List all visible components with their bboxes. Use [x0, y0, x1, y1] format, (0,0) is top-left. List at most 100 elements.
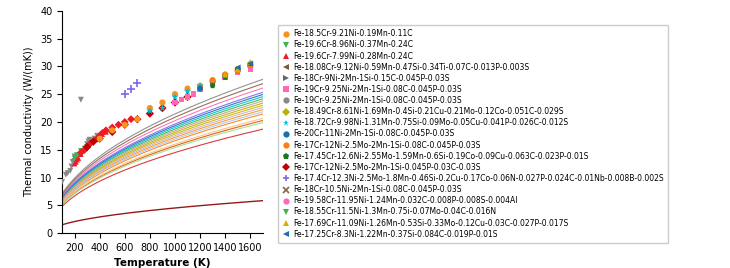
- Point: [91, 135, 103, 140]
- Point: [88, 139, 99, 144]
- Point: [94, 136, 106, 141]
- Point: [75, 152, 87, 156]
- Point: [182, 89, 193, 94]
- Point: [188, 92, 199, 96]
- Point: [219, 73, 231, 77]
- Point: [156, 106, 168, 110]
- Point: [69, 156, 80, 160]
- Point: [245, 60, 256, 64]
- Point: [194, 88, 206, 92]
- Point: [207, 78, 218, 82]
- Point: [232, 67, 244, 71]
- Point: [169, 100, 181, 105]
- Point: [72, 158, 83, 162]
- Point: [64, 169, 76, 173]
- Point: [60, 173, 72, 177]
- Point: [96, 132, 108, 136]
- Point: [119, 122, 131, 127]
- Point: [131, 117, 143, 121]
- Point: [75, 98, 87, 102]
- Point: [119, 92, 131, 96]
- Point: [245, 63, 256, 67]
- Point: [119, 122, 131, 127]
- Point: [207, 81, 218, 85]
- Point: [69, 159, 80, 163]
- Point: [131, 117, 143, 121]
- Point: [56, 180, 68, 184]
- Point: [94, 136, 106, 141]
- Point: [232, 69, 244, 73]
- Point: [245, 67, 256, 71]
- Point: [232, 67, 244, 71]
- Point: [144, 109, 155, 113]
- Point: [169, 100, 181, 105]
- Point: [62, 171, 74, 175]
- Point: [219, 75, 231, 80]
- Point: [72, 153, 83, 158]
- Point: [245, 63, 256, 67]
- Point: [75, 149, 87, 153]
- X-axis label: Temperature (K): Temperature (K): [114, 258, 211, 268]
- Point: [69, 162, 80, 166]
- Point: [94, 134, 106, 138]
- Point: [100, 130, 112, 134]
- Point: [232, 69, 244, 73]
- Point: [72, 153, 83, 158]
- Point: [245, 64, 256, 69]
- Point: [81, 142, 93, 146]
- Point: [245, 61, 256, 66]
- Point: [88, 139, 99, 144]
- Point: [81, 145, 93, 149]
- Point: [77, 150, 88, 155]
- Point: [156, 106, 168, 110]
- Point: [194, 84, 206, 88]
- Point: [81, 145, 93, 149]
- Point: [169, 95, 181, 99]
- Point: [194, 84, 206, 88]
- Point: [94, 134, 106, 138]
- Point: [84, 137, 96, 142]
- Point: [144, 111, 155, 116]
- Point: [81, 143, 93, 147]
- Point: [94, 136, 106, 141]
- Point: [84, 142, 96, 146]
- Point: [69, 154, 80, 159]
- Point: [207, 80, 218, 84]
- Point: [88, 141, 99, 145]
- Point: [75, 150, 87, 155]
- Point: [79, 147, 91, 151]
- Point: [107, 128, 118, 132]
- Point: [156, 100, 168, 105]
- Point: [66, 164, 77, 169]
- Point: [232, 65, 244, 70]
- Point: [182, 95, 193, 99]
- Point: [232, 67, 244, 71]
- Point: [96, 131, 108, 135]
- Point: [79, 147, 91, 151]
- Point: [182, 86, 193, 91]
- Point: [107, 125, 118, 130]
- Point: [232, 70, 244, 74]
- Point: [219, 74, 231, 79]
- Point: [144, 106, 155, 110]
- Point: [126, 117, 137, 121]
- Point: [112, 122, 124, 127]
- Point: [91, 136, 103, 141]
- Point: [82, 139, 94, 144]
- Point: [126, 86, 137, 91]
- Point: [245, 61, 256, 66]
- Point: [100, 128, 112, 132]
- Point: [81, 145, 93, 149]
- Point: [70, 160, 82, 164]
- Point: [182, 95, 193, 99]
- Point: [67, 160, 79, 164]
- Point: [88, 137, 99, 142]
- Point: [89, 136, 101, 141]
- Legend: Fe-18.5Cr-9.21Ni-0.19Mn-0.11C, Fe-19.6Cr-8.96Ni-0.37Mn-0.24C, Fe-19.6Cr-7.99Ni-0: Fe-18.5Cr-9.21Ni-0.19Mn-0.11C, Fe-19.6Cr…: [277, 25, 668, 243]
- Y-axis label: Thermal conductivity (W/(mK)): Thermal conductivity (W/(mK)): [24, 47, 34, 197]
- Point: [169, 92, 181, 96]
- Point: [219, 75, 231, 80]
- Point: [77, 149, 88, 153]
- Point: [131, 81, 143, 85]
- Point: [207, 84, 218, 88]
